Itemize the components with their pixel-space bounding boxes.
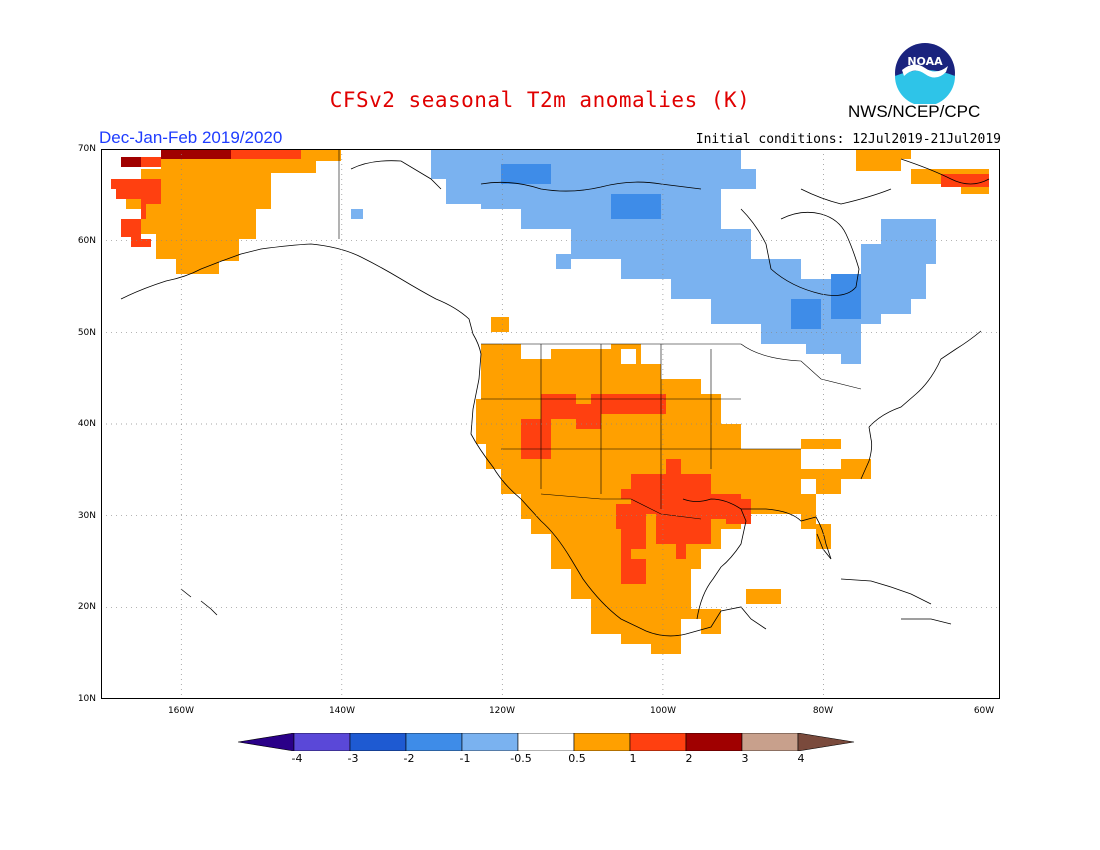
- colorbar-cell: [405, 733, 463, 751]
- colorbar-cell: [349, 733, 407, 751]
- anomaly-map: [101, 149, 1000, 699]
- colorbar-label: 2: [685, 752, 693, 765]
- lon-label-160w: 160W: [167, 706, 195, 716]
- lat-label-10n: 10N: [77, 694, 96, 704]
- colorbar-cell: [293, 733, 351, 751]
- lon-label-140w: 140W: [328, 706, 356, 716]
- colorbar-label: 0.5: [568, 752, 586, 765]
- lon-label-120w: 120W: [488, 706, 516, 716]
- colorbar-cell: [461, 733, 519, 751]
- colorbar-label: -1: [459, 752, 471, 765]
- colorbar-cell: [629, 733, 687, 751]
- lat-label-40n: 40N: [77, 419, 96, 429]
- colorbar-cell: [685, 733, 743, 751]
- colorbar-cell: [573, 733, 631, 751]
- borders: [338, 149, 862, 520]
- colorbar-label: -3: [347, 752, 359, 765]
- season-label: Dec-Jan-Feb 2019/2020: [99, 128, 283, 147]
- agency-label: NWS/NCEP/CPC: [848, 102, 981, 121]
- coastlines: [120, 158, 990, 637]
- us-mexico-warm-region: [476, 344, 871, 654]
- colorbar-cell: [797, 733, 855, 751]
- initial-conditions-label: Initial conditions: 12Jul2019-21Jul2019: [695, 132, 1001, 147]
- colorbar-label: -0.5: [510, 752, 532, 765]
- lat-label-20n: 20N: [77, 602, 96, 612]
- lat-label-50n: 50N: [77, 328, 96, 338]
- lat-label-30n: 30N: [77, 511, 96, 521]
- lat-label-60n: 60N: [77, 236, 96, 246]
- lat-label-70n: 70N: [77, 144, 96, 154]
- lon-label-100w: 100W: [649, 706, 677, 716]
- colorbar-label: 1: [629, 752, 637, 765]
- colorbar: [238, 733, 855, 751]
- colorbar-label: -2: [403, 752, 415, 765]
- chart-title: CFSv2 seasonal T2m anomalies (K): [329, 88, 751, 112]
- colorbar-cell: [517, 733, 575, 751]
- noaa-logo-icon: NOAA: [895, 43, 955, 104]
- logo-text: NOAA: [907, 55, 943, 68]
- colorbar-cell: [741, 733, 799, 751]
- colorbar-cell: [238, 733, 295, 751]
- gridlines: [101, 149, 1000, 699]
- lon-label-80w: 80W: [812, 706, 834, 716]
- colorbar-label: 3: [741, 752, 749, 765]
- colorbar-label: 4: [797, 752, 805, 765]
- lon-label-60w: 60W: [973, 706, 995, 716]
- colorbar-label: -4: [291, 752, 303, 765]
- alaska-warm-region: [111, 149, 341, 274]
- canada-cold-region: [351, 149, 936, 364]
